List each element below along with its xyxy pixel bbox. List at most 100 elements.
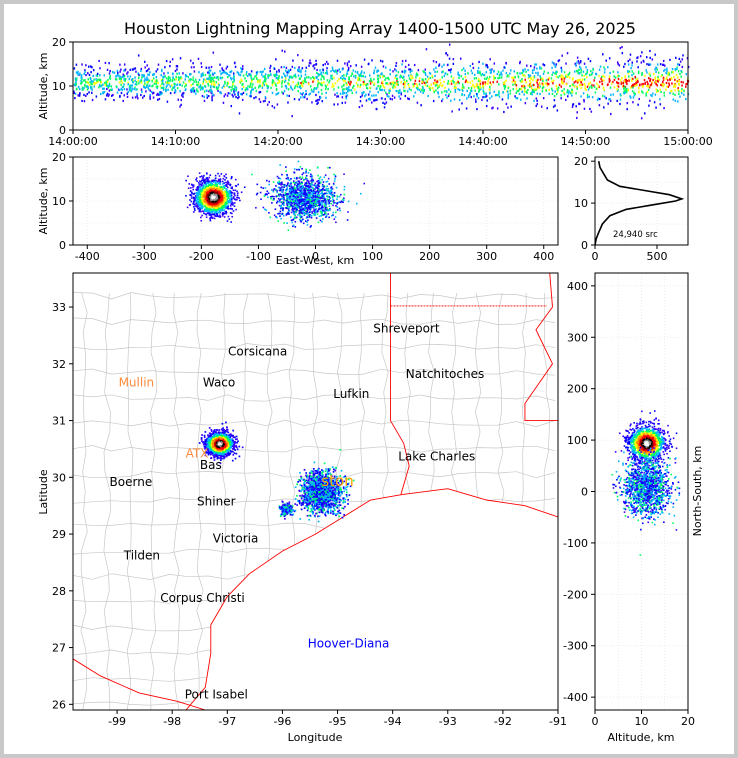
source-point — [204, 186, 206, 189]
source-point — [631, 90, 634, 93]
source-point — [229, 70, 231, 74]
source-point — [95, 78, 97, 81]
source-point — [219, 182, 221, 185]
source-point — [73, 67, 76, 70]
source-point — [421, 78, 424, 81]
source-point — [259, 81, 261, 84]
source-point — [283, 90, 286, 93]
source-point — [201, 207, 204, 210]
source-point — [156, 79, 158, 82]
source-point — [229, 212, 232, 214]
source-point — [467, 72, 469, 75]
source-point — [200, 188, 203, 190]
source-point — [300, 211, 303, 213]
source-point — [637, 90, 640, 93]
source-point — [474, 89, 476, 92]
source-point — [323, 81, 325, 84]
source-point — [321, 211, 323, 213]
source-point — [321, 178, 324, 181]
source-point — [123, 69, 125, 72]
source-point — [680, 92, 683, 95]
source-point — [293, 187, 295, 190]
source-point — [230, 104, 233, 108]
source-point — [616, 89, 619, 93]
source-point — [215, 183, 217, 186]
source-point — [173, 86, 176, 89]
source-point — [214, 189, 216, 192]
source-point — [491, 107, 493, 110]
source-point — [624, 85, 626, 88]
source-point — [572, 103, 574, 106]
source-point — [160, 70, 163, 73]
source-point — [312, 212, 315, 215]
source-point — [216, 212, 218, 215]
source-point — [301, 93, 304, 96]
source-point — [167, 71, 169, 74]
source-point — [231, 215, 233, 218]
source-point — [627, 70, 629, 73]
source-point — [206, 199, 208, 201]
source-point — [665, 81, 668, 85]
source-point — [222, 177, 225, 180]
source-point — [289, 85, 292, 88]
source-point — [204, 85, 206, 88]
source-point — [299, 85, 302, 88]
source-point — [222, 199, 224, 202]
source-point — [228, 74, 230, 77]
source-point — [347, 88, 349, 91]
source-point — [467, 81, 469, 84]
source-point — [118, 74, 120, 77]
source-point — [245, 87, 247, 90]
source-point — [299, 200, 302, 202]
source-point — [223, 216, 226, 218]
source-point — [212, 188, 215, 190]
source-point — [529, 84, 531, 87]
source-point — [73, 90, 75, 93]
source-point — [208, 212, 211, 215]
source-point — [357, 76, 360, 80]
source-point — [376, 87, 378, 90]
source-point — [339, 70, 341, 74]
source-point — [357, 84, 359, 87]
source-point — [211, 180, 214, 183]
source-point — [304, 182, 307, 185]
source-point — [213, 76, 215, 79]
source-point — [150, 90, 153, 94]
source-point — [391, 94, 394, 97]
source-point — [591, 86, 593, 89]
source-point — [276, 216, 278, 219]
source-point — [262, 100, 265, 103]
source-point — [195, 80, 198, 83]
source-point — [124, 69, 126, 72]
altitude-time-xtick-label: 15:00:00 — [663, 135, 712, 148]
source-point — [98, 59, 100, 63]
source-point — [384, 98, 386, 101]
source-point — [103, 81, 106, 85]
source-point — [331, 83, 334, 86]
source-point — [202, 78, 205, 81]
source-point — [325, 91, 327, 94]
source-point — [219, 199, 221, 202]
source-point — [562, 77, 564, 80]
source-point — [284, 194, 286, 197]
source-point — [133, 88, 136, 91]
source-point — [552, 105, 555, 108]
source-point — [218, 193, 221, 195]
source-point — [406, 90, 409, 93]
source-point — [449, 69, 451, 72]
source-point — [409, 70, 412, 74]
source-point — [342, 79, 345, 82]
source-point — [672, 85, 675, 88]
source-point — [213, 72, 216, 75]
source-point — [512, 88, 515, 91]
source-point — [403, 69, 406, 72]
source-point — [619, 98, 622, 101]
source-point — [114, 78, 117, 81]
source-point — [213, 179, 215, 182]
source-point — [139, 80, 141, 83]
source-point — [156, 93, 158, 97]
source-point — [303, 198, 306, 200]
source-point — [156, 98, 159, 101]
source-point — [418, 80, 421, 83]
source-point — [249, 90, 252, 93]
